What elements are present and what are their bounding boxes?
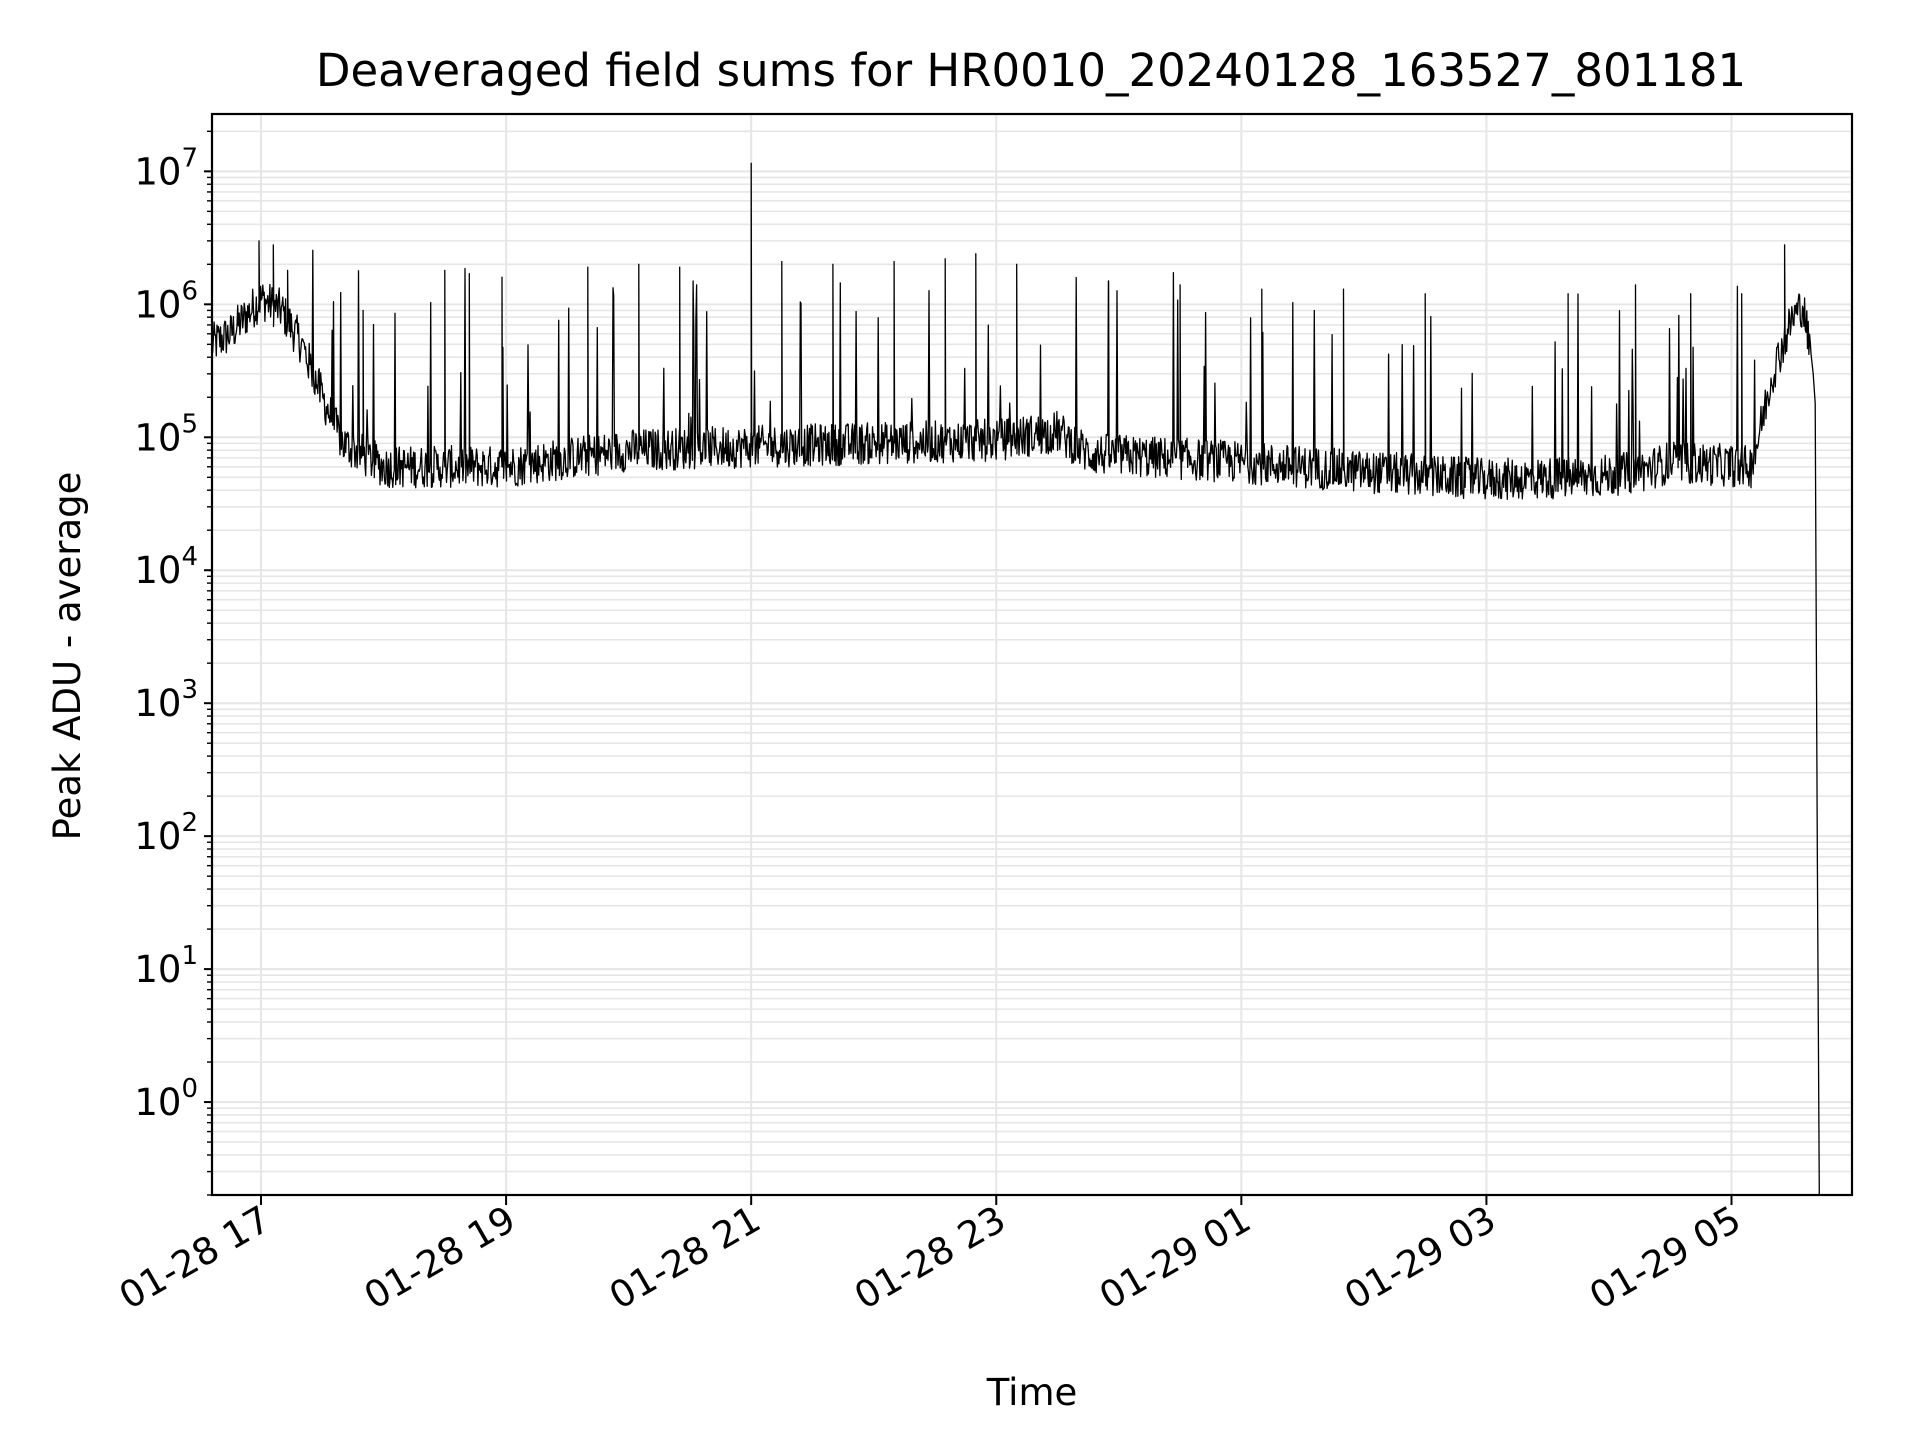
y-tick-label: 102	[134, 808, 198, 858]
y-tick-label: 106	[134, 276, 198, 326]
y-tick-label: 101	[134, 941, 198, 991]
x-axis-label: Time	[986, 1371, 1078, 1414]
series-line	[211, 162, 1820, 1196]
y-tick-label: 100	[134, 1074, 198, 1124]
y-tick-label: 103	[134, 675, 198, 725]
y-tick-label: 105	[134, 409, 198, 459]
chart-title: Deaveraged field sums for HR0010_2024012…	[316, 44, 1746, 97]
grid-layer	[212, 114, 1852, 1196]
line-layer	[211, 162, 1820, 1196]
y-tick-label: 107	[134, 143, 198, 193]
y-axis-label: Peak ADU - average	[46, 472, 89, 841]
y-tick-label: 104	[134, 542, 198, 592]
plot-area-frame	[210, 112, 1854, 1197]
